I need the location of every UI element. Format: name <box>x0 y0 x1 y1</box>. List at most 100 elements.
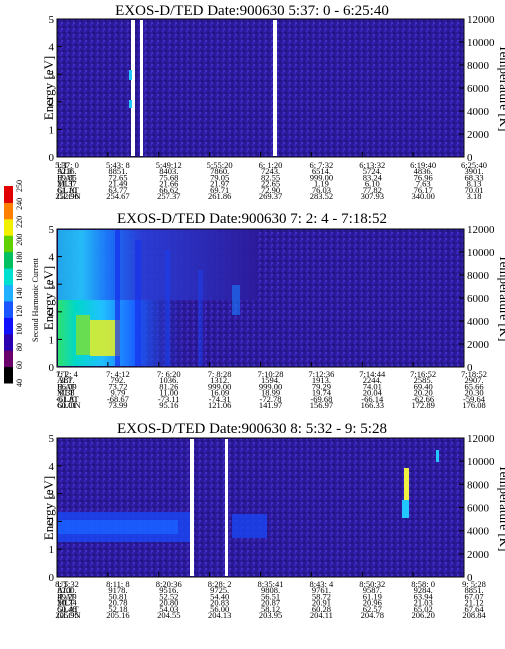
table-cell: 9516. <box>159 585 178 595</box>
y2-tick-label: 8000 <box>467 60 490 72</box>
table-cell: 7:14:44 <box>359 369 386 379</box>
table-row-label: UT <box>57 579 69 589</box>
table-row-label: GLON <box>57 400 81 410</box>
table-cell: 19.74 <box>312 388 332 398</box>
table-cell: 9178. <box>108 585 127 595</box>
table-cell: 8:28: 2 <box>208 579 232 589</box>
y2-tick-label: 0 <box>467 572 473 584</box>
table-cell: 999.00 <box>208 381 231 391</box>
y2-tick-label: 10000 <box>467 247 495 259</box>
table-row-label: MLT <box>57 598 75 608</box>
table-cell: 8851. <box>108 166 127 176</box>
panel-2-streak <box>165 250 170 366</box>
table-cell: 61.19 <box>363 591 382 601</box>
table-row-label: GLAT <box>57 604 80 614</box>
table-row-label: ALT <box>57 585 74 595</box>
colorbar-segment <box>4 186 13 203</box>
table-cell: 206.20 <box>411 610 434 620</box>
table-cell: 74.01 <box>363 381 382 391</box>
y2-tick-label: 6000 <box>467 293 490 305</box>
colorbar-segment <box>4 251 13 269</box>
panel-2-hot-spot <box>76 315 90 355</box>
table-cell: 7243. <box>261 166 280 176</box>
table-row-label: UT <box>57 160 69 170</box>
y2-tick-label: 12000 <box>467 224 495 236</box>
table-cell: 5:43: 8 <box>106 160 130 170</box>
table-cell: -61.81 <box>56 394 78 404</box>
y-tick-label: 2 <box>49 97 55 109</box>
table-cell: 257.37 <box>157 191 180 201</box>
table-cell: 7.63 <box>416 179 431 189</box>
y-tick-label: 3 <box>49 279 55 291</box>
y-tick-label: 0 <box>49 572 55 584</box>
table-row-label: ALT <box>57 166 74 176</box>
table-cell: 21.66 <box>159 179 178 189</box>
table-cell: 20.96 <box>363 598 382 608</box>
panel-1-cyan-spot <box>129 70 132 80</box>
table-cell: 172.89 <box>411 400 434 410</box>
panel-3-band <box>58 520 178 534</box>
table-cell: 61.10 <box>57 185 76 195</box>
y-tick-label: 3 <box>49 69 55 81</box>
y2-tick-label: 4000 <box>467 106 490 118</box>
table-cell: 49.29 <box>57 591 76 601</box>
table-cell: 5:49:12 <box>156 160 182 170</box>
panel-1-y2label: Temperature [K] <box>497 45 505 132</box>
y-tick-label: 2 <box>49 516 55 528</box>
table-cell: 156.97 <box>310 400 333 410</box>
table-cell: 5724. <box>363 166 382 176</box>
y2-tick-label: 0 <box>467 152 473 164</box>
colorbar-segment <box>4 366 13 384</box>
colorbar-segment <box>4 350 13 368</box>
table-cell: 2585. <box>414 375 433 385</box>
table-cell: 81.26 <box>159 381 178 391</box>
table-cell: 60.28 <box>312 604 331 614</box>
table-cell: 68.33 <box>464 172 483 182</box>
colorbar: Second Harmonic Current 40 60 80 100 120 140 1… <box>4 180 40 387</box>
panel-1-y-ticks: 0 1 2 3 4 5 <box>49 14 465 164</box>
table-cell: 76.17 <box>414 185 433 195</box>
y-tick-label: 4 <box>49 252 55 264</box>
panel-3-plot-area <box>56 437 465 578</box>
table-cell: 7:10:28 <box>258 369 284 379</box>
table-cell: 8403. <box>159 166 178 176</box>
table-cell: 8:43: 4 <box>309 579 334 589</box>
table-row-label: GLON <box>57 610 81 620</box>
table-row-label: ILAT <box>57 381 76 391</box>
table-cell: 252.96 <box>55 191 78 201</box>
table-cell: 166.33 <box>361 400 384 410</box>
panel-1-plot-area <box>56 18 465 158</box>
table-cell: 283.52 <box>310 191 333 201</box>
table-cell: 66.09 <box>57 381 76 391</box>
table-cell: 9725. <box>210 585 229 595</box>
table-cell: 9.38 <box>60 388 75 398</box>
table-cell: 54.03 <box>159 604 178 614</box>
table-cell: 204.55 <box>157 610 180 620</box>
panel-1: EXOS-D/TED Date:900630 5:37: 0 - 6:25:40… <box>41 3 505 201</box>
table-cell: 8:58: 0 <box>411 579 435 589</box>
table-cell: -59.64 <box>463 394 486 404</box>
y2-tick-label: 0 <box>467 362 473 374</box>
colorbar-tick-label: 100 <box>15 323 24 335</box>
panel-3-band <box>232 514 267 538</box>
table-row-label: ILAT <box>57 172 76 182</box>
colorbar-tick-label: 240 <box>15 198 24 210</box>
panel-2-ylabel: Energy [eV] <box>41 266 56 330</box>
table-cell: 208.84 <box>462 610 486 620</box>
table-cell: 254.67 <box>106 191 129 201</box>
table-cell: 56.00 <box>210 604 229 614</box>
y-tick-label: 1 <box>49 544 55 556</box>
table-cell: 70.01 <box>464 185 483 195</box>
y2-tick-label: 4000 <box>467 316 490 328</box>
colorbar-segment <box>4 235 13 253</box>
table-cell: 7: 2: 4 <box>56 369 78 379</box>
table-cell: 21.49 <box>108 179 127 189</box>
table-cell: 8.13 <box>467 179 482 189</box>
y2-tick-label: 12000 <box>467 433 495 445</box>
y-tick-label: 1 <box>49 124 55 136</box>
table-cell: 7:12:36 <box>308 369 334 379</box>
table-cell: 8:11: 8 <box>106 579 130 589</box>
table-cell: 6514. <box>312 166 331 176</box>
